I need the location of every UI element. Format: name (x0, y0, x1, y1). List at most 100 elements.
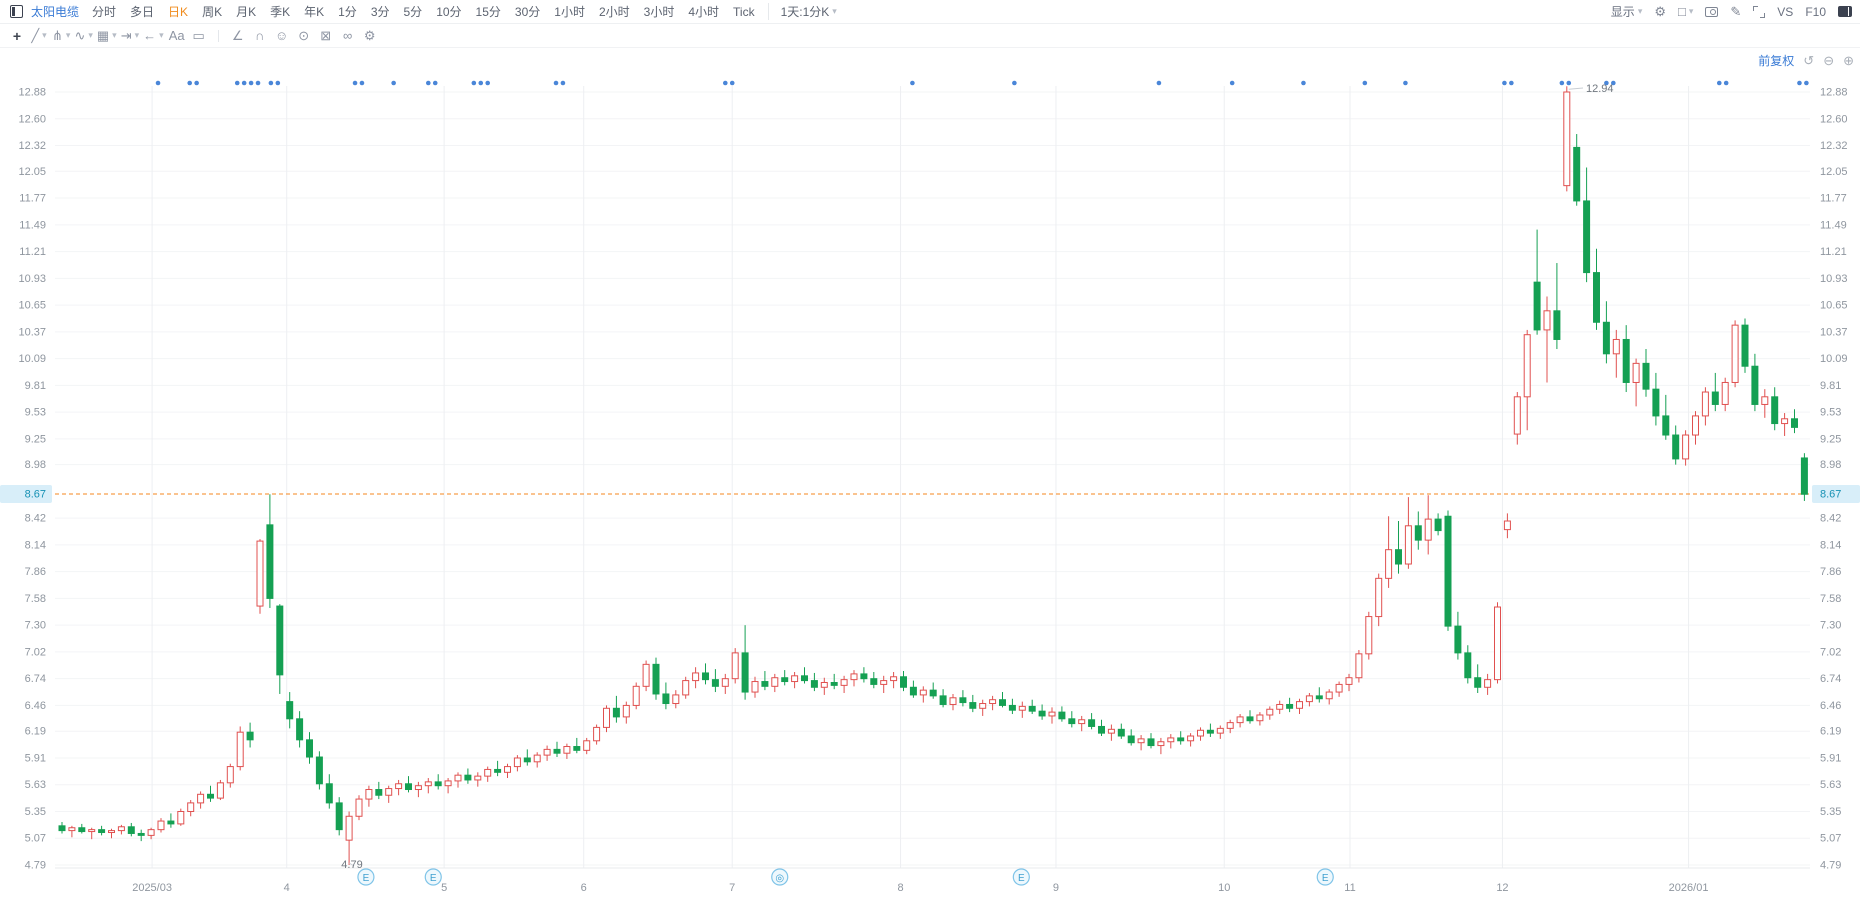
tab-10分[interactable]: 10分 (436, 5, 462, 19)
measure-icon[interactable]: ⇥ ▾ (120, 27, 140, 43)
candle (444, 780, 452, 787)
tab-季K[interactable]: 季K (270, 5, 291, 19)
event-dot[interactable] (391, 80, 396, 86)
stock-name[interactable]: 太阳电缆 (31, 5, 80, 19)
tab-月K[interactable]: 月K (236, 5, 257, 19)
event-dot[interactable] (1611, 80, 1616, 86)
event-dot[interactable] (1301, 80, 1306, 86)
event-dot[interactable] (1566, 80, 1572, 86)
event-dot[interactable] (155, 80, 161, 86)
tab-1小时[interactable]: 1小时 (554, 5, 585, 19)
text-icon[interactable]: Aa (168, 28, 185, 43)
magnet-icon[interactable]: ∩ (255, 28, 265, 43)
event-dot[interactable] (1716, 80, 1722, 86)
fullscreen-icon[interactable] (1753, 5, 1766, 18)
event-dot[interactable] (1804, 80, 1809, 86)
tab-3分[interactable]: 3分 (370, 5, 390, 19)
emoji-icon[interactable]: ☺ (275, 28, 289, 43)
tab-5分[interactable]: 5分 (403, 5, 423, 19)
arrow-icon[interactable]: ← ▾ (143, 28, 164, 43)
event-dot[interactable] (241, 80, 247, 86)
delete-icon[interactable]: ⊠ (320, 27, 332, 43)
event-dot[interactable] (194, 80, 199, 86)
tab-Tick[interactable]: Tick (733, 4, 755, 19)
custom-period-selector[interactable]: 1天:1分K ▾ (767, 3, 837, 20)
event-dot[interactable] (255, 80, 261, 86)
event-dot[interactable] (1509, 80, 1514, 86)
zoom-out-icon[interactable]: ⊖ (1823, 52, 1835, 68)
tab-30分[interactable]: 30分 (514, 5, 541, 19)
pattern-icon[interactable]: ▦ ▾ (96, 27, 117, 43)
event-dot[interactable] (553, 80, 559, 86)
event-dot[interactable] (478, 80, 484, 86)
event-dot[interactable] (268, 80, 274, 86)
watchlist-toggle-icon[interactable] (10, 5, 23, 18)
tab-日K[interactable]: 日K (168, 5, 189, 19)
event-dot[interactable] (1559, 80, 1565, 86)
event-dot[interactable] (560, 80, 566, 86)
event-dot[interactable] (723, 80, 728, 86)
tab-3小时[interactable]: 3小时 (643, 5, 675, 19)
reset-zoom-icon[interactable]: ↺ (1803, 52, 1815, 68)
screenshot-icon[interactable] (1705, 6, 1719, 17)
event-dot[interactable] (1604, 80, 1609, 86)
move-icon[interactable]: + (12, 27, 22, 44)
tab-4小时[interactable]: 4小时 (688, 5, 720, 19)
event-dot[interactable] (1723, 80, 1729, 86)
candlestick-chart[interactable]: 12.88 12.60 12.32 12.05 11.77 11.49 11.21 10.93… (0, 48, 1860, 915)
right-panel-icon[interactable] (1838, 6, 1852, 17)
draw-settings-icon[interactable]: ⚙ (363, 27, 376, 43)
event-dot[interactable] (1156, 80, 1162, 86)
event-dot[interactable] (471, 80, 477, 86)
event-dot[interactable] (1502, 80, 1507, 86)
tab-2小时[interactable]: 2小时 (598, 5, 630, 19)
zoom-in-icon[interactable]: ⊕ (1843, 52, 1854, 68)
layout-icon[interactable]: □ ▾ (1678, 4, 1694, 19)
tab-分时[interactable]: 分时 (92, 5, 117, 19)
event-dot[interactable] (729, 80, 735, 86)
event-dot[interactable] (485, 80, 491, 86)
event-dot[interactable] (910, 80, 915, 86)
tab-15分[interactable]: 15分 (475, 5, 501, 19)
event-dot[interactable] (352, 80, 358, 86)
candle (523, 757, 531, 763)
event-dot[interactable] (234, 80, 240, 86)
event-dot[interactable] (432, 80, 438, 86)
event-dot[interactable] (275, 80, 281, 86)
draw-mode-icon[interactable]: ✎ (1730, 3, 1742, 19)
display-menu[interactable]: 显示 ▾ (1610, 5, 1643, 19)
angle-icon[interactable]: ∠ (231, 27, 244, 43)
event-dot[interactable] (426, 80, 431, 86)
event-dot[interactable] (1012, 80, 1017, 86)
target-icon[interactable]: ⊙ (298, 27, 310, 43)
compare-label[interactable]: VS (1777, 4, 1794, 19)
adjust-mode-link[interactable]: 前复权 (1758, 54, 1795, 68)
comment-icon[interactable]: ▭ (192, 27, 205, 43)
event-dot[interactable] (359, 80, 365, 86)
tab-多日[interactable]: 多日 (130, 5, 155, 19)
tab-周K[interactable]: 周K (202, 5, 223, 19)
wave-icon[interactable]: ∿ ▾ (74, 27, 93, 43)
event-dot[interactable] (187, 80, 193, 86)
candle (1206, 729, 1214, 734)
pitchfork-icon[interactable]: ⋔ ▾ (52, 27, 71, 43)
event-marker-icon[interactable] (771, 868, 789, 886)
trend-line-icon[interactable]: ╱ ▾ (31, 27, 47, 43)
event-marker-icon[interactable] (1012, 868, 1030, 886)
event-marker-icon[interactable] (1316, 868, 1334, 886)
event-marker-icon[interactable] (424, 868, 442, 886)
event-marker-icon[interactable] (357, 868, 375, 886)
svg-text:11.49: 11.49 (1820, 219, 1847, 231)
event-dot[interactable] (1797, 80, 1802, 86)
tab-年K[interactable]: 年K (304, 5, 325, 19)
svg-text:5.35: 5.35 (1820, 806, 1841, 818)
event-dot[interactable] (248, 80, 254, 86)
event-dot[interactable] (1403, 80, 1408, 86)
settings-icon[interactable]: ⚙ (1654, 3, 1666, 19)
tab-1分[interactable]: 1分 (338, 5, 357, 19)
f10-label[interactable]: F10 (1805, 4, 1826, 19)
event-dot[interactable] (1362, 80, 1368, 86)
link-icon[interactable]: ∞ (343, 28, 353, 43)
candle (286, 701, 294, 720)
event-dot[interactable] (1229, 80, 1235, 86)
